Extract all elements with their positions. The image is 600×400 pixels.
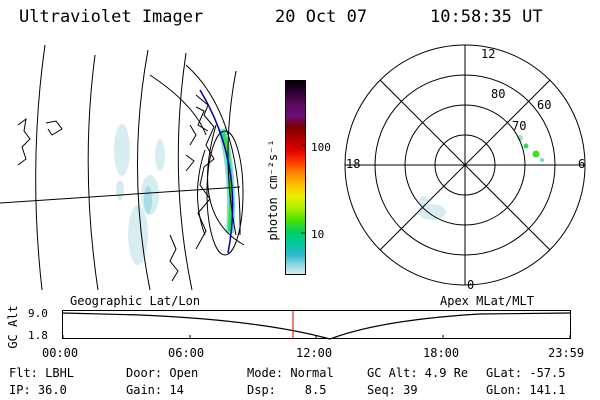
- colorbar: [285, 80, 306, 275]
- hour-label-6: 6: [578, 157, 586, 171]
- gain-status: Gain: 14: [126, 383, 184, 397]
- polar-plot-label: Apex MLat/MLT: [440, 294, 534, 308]
- door-status: Door: Open: [126, 366, 199, 380]
- seq-status: Seq: 39: [367, 383, 418, 397]
- timeline-y-tick-low: 1.8: [28, 329, 48, 342]
- timeline-x-tick-2359: 23:59: [548, 346, 585, 360]
- timeline-axis-label: GC Alt: [6, 305, 20, 349]
- timeline-x-tick-0000: 00:00: [42, 346, 79, 360]
- timeline-x-tick-0600: 06:00: [168, 346, 205, 360]
- colorbar-tick-100: 100: [311, 141, 331, 154]
- geographic-map: [0, 44, 245, 291]
- hour-label-12: 12: [481, 47, 496, 61]
- coastlines: [17, 94, 215, 282]
- ring-label-60: 60: [537, 98, 552, 112]
- timeline-y-tick-high: 9.0: [28, 307, 48, 320]
- time-label: 10:58:35 UT: [430, 7, 543, 27]
- diffuse-aurora: [114, 124, 165, 265]
- auroral-spots-polar: [517, 135, 544, 162]
- gc-alt-status: GC Alt: 4.9 Re: [367, 366, 469, 380]
- ip-status: IP: 36.0: [9, 383, 67, 397]
- diffuse-aurora-polar: [418, 196, 446, 220]
- ring-label-70: 70: [512, 119, 527, 133]
- colorbar-tick-10: 10: [311, 228, 325, 241]
- hour-label-18: 18: [346, 157, 361, 171]
- mode-status: Mode: Normal: [247, 366, 334, 380]
- hour-label-0: 0: [467, 278, 475, 292]
- dsp-status: Dsp: 8.5: [247, 383, 327, 397]
- diagonal-2: [379, 79, 551, 251]
- imager-title: Ultraviolet Imager: [19, 7, 204, 27]
- glat-status: GLat: -57.5: [486, 366, 566, 380]
- polar-plot: [344, 44, 586, 286]
- altitude-curve: [62, 312, 571, 340]
- altitude-timeline: [62, 310, 571, 340]
- ring-label-80: 80: [491, 87, 506, 101]
- timeline-x-tick-1200: 12:00: [296, 346, 333, 360]
- filter-status: Flt: LBHL: [9, 366, 75, 380]
- terminator-line: [199, 89, 234, 254]
- glon-status: GLon: 141.1: [486, 383, 566, 397]
- date-label: 20 Oct 07: [275, 7, 368, 27]
- timeline-x-tick-1800: 18:00: [423, 346, 460, 360]
- geographic-map-label: Geographic Lat/Lon: [70, 294, 201, 308]
- colorbar-axis-label: photon cm⁻²s⁻¹: [266, 139, 280, 241]
